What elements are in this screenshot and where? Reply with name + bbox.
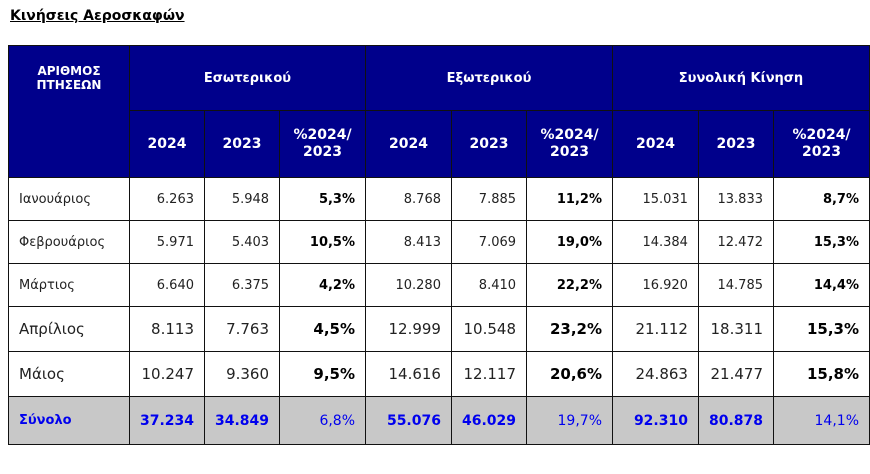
cell-totpct: 14,4% <box>773 263 870 307</box>
pct-line-2: 2023 <box>550 144 589 160</box>
cell-dom2024: 8.113 <box>128 306 206 352</box>
cell-dompct: 5,3% <box>279 177 367 221</box>
cell-intpct: 23,2% <box>526 306 613 352</box>
cell-int2023: 7.069 <box>450 220 528 264</box>
total-dom2024: 37.234 <box>128 396 206 445</box>
cell-tot2024: 16.920 <box>612 263 699 307</box>
total-dompct: 6,8% <box>279 396 367 445</box>
corner-line-2: ΠΤΗΣΕΩΝ <box>36 78 102 92</box>
cell-dompct: 10,5% <box>279 220 367 264</box>
cell-totpct: 8,7% <box>773 177 870 221</box>
cell-int2023: 12.117 <box>450 351 528 397</box>
subheader-dom-2023: 2023 <box>203 110 281 178</box>
subheader-tot-2023: 2023 <box>697 110 775 178</box>
cell-int2024: 12.999 <box>365 306 452 352</box>
cell-dom2023: 7.763 <box>203 306 281 352</box>
cell-tot2024: 21.112 <box>612 306 699 352</box>
total-dom2023: 34.849 <box>203 396 281 445</box>
cell-totpct: 15,3% <box>773 306 870 352</box>
subheader-dom-2024: 2024 <box>128 110 206 178</box>
cell-int2024: 10.280 <box>365 263 452 307</box>
table-row: Φεβρουάριος 5.971 5.403 10,5% 8.413 7.069 19,0… <box>8 220 870 264</box>
pct-line-1: %2024/ <box>540 127 599 143</box>
cell-tot2023: 14.785 <box>697 263 775 307</box>
total-int2024: 55.076 <box>365 396 452 445</box>
table-row: Μάιος 10.247 9.360 9,5% 14.616 12.117 20,6% 24.… <box>8 351 870 397</box>
total-intpct: 19,7% <box>526 396 613 445</box>
pct-line-2: 2023 <box>802 144 841 160</box>
group-header-total: Συνολική Κίνηση <box>612 45 870 111</box>
corner-header: ΑΡΙΘΜΟΣ ΠΤΗΣΕΩΝ <box>8 45 130 178</box>
pct-line-2: 2023 <box>303 144 342 160</box>
cell-dom2023: 5.948 <box>203 177 281 221</box>
cell-tot2023: 13.833 <box>697 177 775 221</box>
pct-line-1: %2024/ <box>792 127 851 143</box>
cell-totpct: 15,8% <box>773 351 870 397</box>
cell-intpct: 19,0% <box>526 220 613 264</box>
group-header-international: Εξωτερικού <box>365 45 613 111</box>
subheader-dom-pct: %2024/2023 <box>279 110 367 178</box>
cell-int2023: 8.410 <box>450 263 528 307</box>
cell-dom2023: 5.403 <box>203 220 281 264</box>
page-title: Κινήσεις Αεροσκαφών <box>10 8 185 24</box>
cell-dom2023: 6.375 <box>203 263 281 307</box>
cell-tot2024: 14.384 <box>612 220 699 264</box>
month-cell: Μάιος <box>8 351 130 397</box>
table-row: Απρίλιος 8.113 7.763 4,5% 12.999 10.548 23,2% 2… <box>8 306 870 352</box>
cell-dompct: 4,2% <box>279 263 367 307</box>
pct-line-1: %2024/ <box>293 127 352 143</box>
total-tot2023: 80.878 <box>697 396 775 445</box>
subheader-int-2023: 2023 <box>450 110 528 178</box>
cell-dom2024: 5.971 <box>128 220 206 264</box>
cell-tot2024: 15.031 <box>612 177 699 221</box>
subheader-int-pct: %2024/2023 <box>526 110 613 178</box>
total-int2023: 46.029 <box>450 396 528 445</box>
table-row: Ιανουάριος 6.263 5.948 5,3% 8.768 7.885 11,2% 1… <box>8 177 870 221</box>
month-cell: Μάρτιος <box>8 263 130 307</box>
cell-int2024: 8.413 <box>365 220 452 264</box>
month-cell: Ιανουάριος <box>8 177 130 221</box>
cell-dom2024: 10.247 <box>128 351 206 397</box>
cell-dom2024: 6.263 <box>128 177 206 221</box>
cell-tot2023: 12.472 <box>697 220 775 264</box>
corner-line-1: ΑΡΙΘΜΟΣ <box>37 64 101 78</box>
flights-table: ΑΡΙΘΜΟΣ ΠΤΗΣΕΩΝ Εσωτερικού Εξωτερικού Συ… <box>8 45 870 445</box>
cell-intpct: 11,2% <box>526 177 613 221</box>
cell-intpct: 20,6% <box>526 351 613 397</box>
cell-int2023: 7.885 <box>450 177 528 221</box>
subheader-tot-pct: %2024/2023 <box>773 110 870 178</box>
cell-tot2024: 24.863 <box>612 351 699 397</box>
total-label: Σύνολο <box>8 396 130 445</box>
cell-dom2024: 6.640 <box>128 263 206 307</box>
subheader-tot-2024: 2024 <box>612 110 699 178</box>
table-row: Μάρτιος 6.640 6.375 4,2% 10.280 8.410 22,2% 16.… <box>8 263 870 307</box>
cell-int2024: 8.768 <box>365 177 452 221</box>
cell-int2024: 14.616 <box>365 351 452 397</box>
cell-dompct: 9,5% <box>279 351 367 397</box>
total-tot2024: 92.310 <box>612 396 699 445</box>
total-row: Σύνολο 37.234 34.849 6,8% 55.076 46.029 19,7% 9… <box>8 396 870 445</box>
group-header-domestic: Εσωτερικού <box>128 45 367 111</box>
cell-int2023: 10.548 <box>450 306 528 352</box>
month-cell: Φεβρουάριος <box>8 220 130 264</box>
cell-dom2023: 9.360 <box>203 351 281 397</box>
cell-totpct: 15,3% <box>773 220 870 264</box>
cell-dompct: 4,5% <box>279 306 367 352</box>
total-totpct: 14,1% <box>773 396 870 445</box>
cell-tot2023: 18.311 <box>697 306 775 352</box>
cell-intpct: 22,2% <box>526 263 613 307</box>
cell-tot2023: 21.477 <box>697 351 775 397</box>
subheader-int-2024: 2024 <box>365 110 452 178</box>
month-cell: Απρίλιος <box>8 306 130 352</box>
